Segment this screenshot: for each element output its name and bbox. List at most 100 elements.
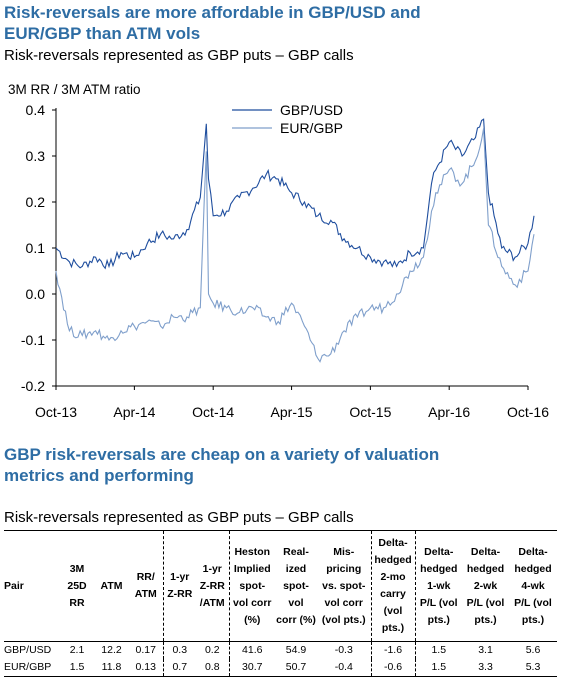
column-header-line: vs. spot- (322, 579, 366, 592)
column-header-line: RR (69, 596, 85, 609)
legend-label: EUR/GBP (280, 120, 343, 136)
series-line-eur-gbp (55, 128, 535, 363)
column-header-line: pts.) (521, 613, 545, 626)
column-header-line: vol (288, 596, 304, 609)
column-header-9: Delta-hedged 2-mo carry (vol pts.) (371, 530, 416, 642)
table-cell: 0.17 (129, 641, 164, 659)
table-cell: 54.9 (275, 641, 317, 659)
table-cell: 41.6 (229, 641, 275, 659)
table-cell: 0.7 (163, 659, 196, 677)
column-header-5: 1-yr Z-RR/ATM (196, 530, 230, 642)
column-header-line: Z-RR (199, 579, 225, 592)
column-header-line: (vol pts.) (321, 613, 366, 626)
column-header-line: hedged (466, 562, 505, 575)
chart-subtitle: Risk-reversals represented as GBP puts –… (4, 47, 354, 64)
y-tick-label: -0.1 (21, 332, 45, 348)
column-header-line: 3M (69, 562, 85, 575)
x-tick-label: Apr-16 (428, 404, 470, 420)
column-header-1: 3M 25D RR (60, 530, 94, 642)
column-header-2: ATM (94, 530, 129, 642)
table-cell: -0.6 (371, 659, 416, 677)
table-cell: 5.6 (509, 641, 557, 659)
column-header-line: ized (285, 562, 307, 575)
column-header-8: Mis-pricing vs. spot-vol corr (vol pts.) (317, 530, 372, 642)
table-title: GBP risk-reversals are cheap on a variet… (4, 444, 439, 486)
column-header-10: Delta-hedged 1-wk P/L (vol pts.) (415, 530, 462, 642)
chart-legend: GBP/USD EUR/GBP (232, 102, 343, 136)
column-header-line: spot- (239, 579, 266, 592)
column-header-3: RR/ATM (129, 530, 164, 642)
column-header-line: Mis- (333, 545, 355, 558)
column-header-line: hedged (420, 562, 458, 575)
column-header-line: P/L (vol (419, 596, 458, 609)
table-cell: 0.3 (163, 641, 196, 659)
column-header-line: P/L (vol (514, 596, 552, 609)
y-tick-label: 0.3 (26, 148, 46, 164)
column-header-line: (vol pts.) (381, 605, 405, 634)
table-cell: -0.3 (317, 641, 372, 659)
y-tick-label: 0.4 (26, 102, 46, 118)
column-header-7: Real-ized spot-vol corr (%) (275, 530, 317, 642)
table-cell: 3.3 (462, 659, 509, 677)
column-header-line: vol corr (324, 596, 363, 609)
column-header-line: 1-yr (202, 562, 222, 575)
column-header-line: vol corr (232, 596, 272, 609)
chart-title-line2: EUR/GBP than ATM vols (4, 24, 201, 43)
table-cell: 2.1 (60, 641, 94, 659)
table-row: EUR/GBP 1.5 11.8 0.13 0.7 0.8 30.7 50.7 -0.4 -0.6… (4, 659, 557, 677)
column-header-0: Pair (4, 530, 60, 642)
table-cell: 1.5 (415, 659, 462, 677)
table-cell: 50.7 (275, 659, 317, 677)
column-header-line: 2-mo (380, 571, 406, 583)
column-header-line: ATM (100, 579, 123, 592)
line-chart: 3M RR / 3M ATM ratio 0.4 0.3 0.2 0.1 0.0 -0.1 -… (8, 82, 549, 420)
column-header-line: 25D (67, 579, 87, 592)
table-cell: 0.13 (129, 659, 164, 677)
column-header-line: 1-yr (170, 571, 190, 583)
column-header-line: Delta- (518, 545, 548, 558)
column-header-line: RR/ (136, 571, 155, 583)
chart-lines (55, 118, 535, 363)
table-cell: 11.8 (94, 659, 129, 677)
table-body: GBP/USD 2.1 12.2 0.17 0.3 0.2 41.6 54.9 -0.3 -1.6… (4, 641, 557, 677)
table-header-row: Pair 3M 25D RR ATM RR/ATM 1-yr Z-RR 1-yr Z-RR/ATM… (4, 530, 557, 642)
column-header-line: Delta- (470, 545, 501, 558)
column-header-line: /ATM (199, 596, 225, 609)
table-cell: 1.5 (60, 659, 94, 677)
column-header-line: Pair (4, 579, 24, 592)
column-header-line: Delta- (378, 537, 408, 549)
table-cell: 12.2 (94, 641, 129, 659)
table-cell: 1.5 (415, 641, 462, 659)
column-header-line: carry (380, 588, 406, 600)
column-header-line: hedged (514, 562, 552, 575)
chart-axes: 3M RR / 3M ATM ratio 0.4 0.3 0.2 0.1 0.0 -0.1 -… (8, 82, 549, 420)
column-header-line: Implied (233, 562, 271, 575)
y-tick-label: 0.1 (26, 240, 46, 256)
column-header-line: 1-wk (427, 579, 451, 592)
table-cell: 30.7 (229, 659, 275, 677)
x-tick-label: Oct-15 (349, 404, 391, 420)
table-title-line2: metrics and performing (4, 466, 194, 485)
column-header-line: P/L (vol (466, 596, 505, 609)
column-header-line: spot- (283, 579, 309, 592)
column-header-line: 4-wk (521, 579, 545, 592)
table-cell: 0.8 (196, 659, 230, 677)
y-tick-label: 0.0 (26, 286, 46, 302)
y-axis-label: 3M RR / 3M ATM ratio (8, 82, 141, 97)
table-cell: -0.4 (317, 659, 372, 677)
column-header-line: Z-RR (167, 588, 193, 600)
column-header-6: Heston Implied spot-vol corr (%) (229, 530, 275, 642)
table-cell: 3.1 (462, 641, 509, 659)
column-header-line: hedged (374, 554, 412, 566)
table-title-line1: GBP risk-reversals are cheap on a variet… (4, 445, 440, 464)
valuation-table: Pair 3M 25D RR ATM RR/ATM 1-yr Z-RR 1-yr Z-RR/ATM… (4, 530, 557, 677)
column-header-line: ATM (134, 588, 157, 600)
table-cell: 0.2 (196, 641, 230, 659)
x-tick-label: Oct-13 (35, 404, 77, 420)
table-subtitle: Risk-reversals represented as GBP puts –… (4, 509, 354, 526)
series-line-gbp-usd (55, 118, 535, 270)
table-cell: GBP/USD (4, 641, 60, 659)
column-header-line: Heston (234, 545, 271, 558)
y-tick-label: 0.2 (26, 194, 46, 210)
legend-label: GBP/USD (280, 102, 343, 118)
